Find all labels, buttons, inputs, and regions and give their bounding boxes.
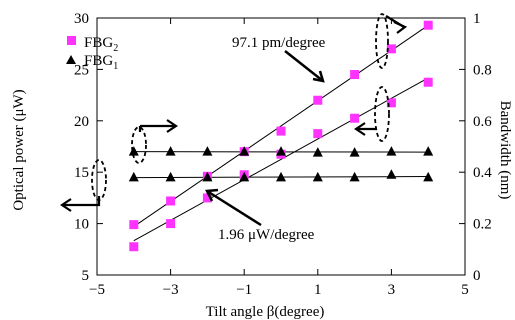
point-fbg1-left [423,146,434,156]
point-fbg1-left [239,146,250,156]
y-axis-label-left: Optical power (μW) [11,89,27,210]
y-tick-label-right: 0.2 [473,217,492,233]
annotation-graphics [60,13,408,227]
point-fbg1-left [128,146,139,156]
point-fbg1-right [349,171,360,182]
x-tick-label: −5 [89,282,105,298]
y-tick-label-left: 20 [74,114,89,130]
point-fbg1-left [386,146,397,156]
point-fbg1-right [128,171,139,182]
point-fbg1-left [276,146,286,156]
point-fbg2-left [350,70,360,80]
x-tick-label: −1 [236,282,252,298]
point-fbg1-right [423,171,434,182]
y-tick-label-right: 0.4 [473,165,492,181]
legend-label-fbg2: FBG2 [84,35,118,54]
legend-marker-fbg1 [66,55,76,64]
y-axis-label-right: Bandwidth (nm) [497,101,513,200]
callout-ellipse-mid-right [374,86,390,142]
fit-line-fbg2-right [133,77,429,242]
point-fbg1-right [276,171,286,182]
callout-arrow-right-mid-head [166,119,178,133]
fit-line-fbg2-left [133,24,429,227]
point-fbg2-right [423,77,433,87]
y-tick-label-left: 15 [74,165,89,181]
y-tick-label-left: 5 [82,268,90,284]
point-fbg1-right [239,171,250,182]
y-tick-label-right: 1 [473,11,481,27]
arrow-slope-power-head [205,188,219,202]
point-fbg2-left [276,126,286,136]
y-tick-label-left: 25 [74,62,89,78]
annotation-slope-bandwidth: 97.1 pm/degree [232,35,326,51]
y-tick-label-right: 0 [473,268,481,284]
callout-arrow-right-mid [138,124,175,132]
point-fbg2-right [313,129,323,139]
callout-ellipse-top [375,13,389,69]
point-fbg2-left [386,44,396,54]
point-fbg2-right [129,242,139,252]
x-tick-label: 1 [314,282,322,298]
point-fbg2-right [202,193,212,203]
y-tick-label-left: 30 [74,11,89,27]
point-fbg1-left [202,146,213,156]
point-fbg1-right [202,171,213,182]
y-tick-label-left: 10 [74,217,89,233]
callout-arrow-left-bottom [62,196,101,207]
point-fbg2-right [166,219,176,229]
plot-frame [96,17,466,276]
arrow-slope-bandwidth [284,50,324,82]
point-fbg2-left [423,20,433,30]
point-fbg2-left [129,220,139,230]
annotation-slope-power: 1.96 μW/degree [218,227,315,243]
point-fbg1-right [165,171,176,182]
point-fbg2-left [313,95,323,105]
x-axis-label: Tilt angle β(degree) [206,304,325,320]
legend: FBG2 FBG1 [66,35,118,72]
point-fbg2-right [350,113,360,123]
callout-arrow-left-mid-head [354,122,366,136]
callout-arrow-right-top-head [393,20,408,34]
point-fbg1-right [312,171,323,182]
arrow-slope-bandwidth-head [312,70,325,83]
x-tick-label: −3 [163,282,179,298]
arrow-slope-power [206,189,262,227]
callout-ellipse-mid-left [131,126,147,164]
point-fbg2-left [166,196,176,206]
x-tick-label: 3 [388,282,396,298]
y-tick-label-right: 0.8 [473,62,492,78]
point-fbg1-left [165,146,176,156]
point-fbg1-right [386,169,397,179]
legend-label-fbg1: FBG1 [84,53,118,72]
point-fbg2-right [386,98,396,108]
point-fbg1-left [349,147,360,157]
callout-ellipse-bottom-left [91,159,107,201]
point-fbg1-left [312,147,323,157]
x-tick-label: 5 [461,282,469,298]
y-tick-label-right: 0.6 [473,114,492,130]
callout-arrow-left-bottom-head [60,198,72,212]
legend-marker-fbg2 [67,36,76,45]
